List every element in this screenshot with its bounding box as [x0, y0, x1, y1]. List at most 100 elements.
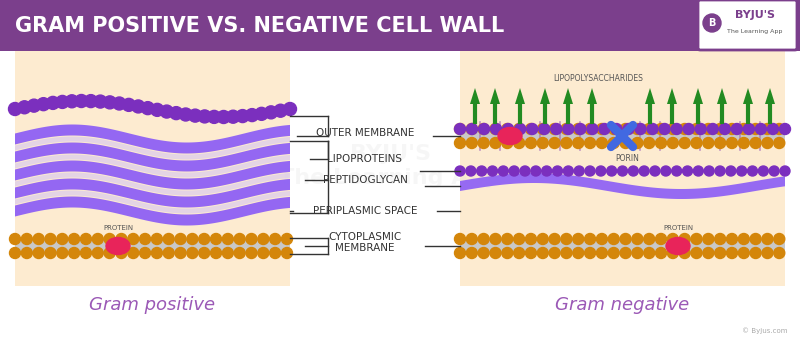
Text: LIPOPROTEINS: LIPOPROTEINS [327, 154, 402, 164]
Circle shape [454, 234, 466, 244]
Circle shape [694, 166, 703, 176]
Circle shape [608, 234, 619, 244]
Circle shape [644, 248, 654, 258]
Circle shape [187, 234, 198, 244]
Circle shape [667, 234, 678, 244]
Circle shape [682, 166, 693, 176]
Circle shape [608, 248, 619, 258]
Text: CYTOPLASMIC: CYTOPLASMIC [328, 232, 402, 242]
Circle shape [116, 234, 127, 244]
Circle shape [743, 123, 754, 134]
Circle shape [163, 248, 174, 258]
Circle shape [679, 137, 690, 148]
Circle shape [454, 137, 466, 148]
Circle shape [502, 123, 513, 134]
Circle shape [655, 248, 666, 258]
Circle shape [104, 248, 115, 258]
Circle shape [596, 248, 607, 258]
Circle shape [502, 234, 513, 244]
Circle shape [57, 234, 68, 244]
Bar [15, 239, 290, 253]
Circle shape [726, 137, 738, 148]
Circle shape [542, 166, 552, 176]
Circle shape [490, 248, 501, 258]
Circle shape [549, 248, 560, 258]
Circle shape [56, 95, 69, 108]
Text: BYJU'S: BYJU'S [735, 10, 775, 20]
Circle shape [737, 166, 746, 176]
Circle shape [33, 248, 44, 258]
Circle shape [128, 248, 138, 258]
Circle shape [478, 123, 489, 134]
Circle shape [151, 248, 162, 258]
Circle shape [683, 123, 694, 134]
Circle shape [163, 234, 174, 244]
Circle shape [632, 123, 643, 134]
Circle shape [774, 123, 785, 134]
Circle shape [726, 123, 738, 134]
Circle shape [747, 166, 758, 176]
Text: © Byjus.com: © Byjus.com [742, 328, 788, 334]
Circle shape [655, 123, 666, 134]
Circle shape [563, 123, 574, 134]
Circle shape [703, 123, 714, 134]
Circle shape [599, 123, 610, 134]
Circle shape [258, 234, 269, 244]
Circle shape [170, 107, 182, 120]
Circle shape [762, 234, 773, 244]
Polygon shape [587, 88, 597, 104]
Circle shape [10, 234, 21, 244]
Circle shape [92, 234, 103, 244]
Polygon shape [15, 196, 290, 225]
Circle shape [679, 248, 690, 258]
Circle shape [198, 234, 210, 244]
Text: PROTEIN: PROTEIN [663, 225, 693, 231]
Circle shape [520, 166, 530, 176]
Circle shape [478, 248, 489, 258]
Circle shape [661, 166, 671, 176]
Circle shape [104, 234, 115, 244]
Circle shape [671, 123, 682, 134]
Circle shape [647, 123, 658, 134]
Circle shape [490, 137, 501, 148]
Circle shape [575, 123, 586, 134]
Circle shape [531, 166, 541, 176]
Circle shape [714, 137, 726, 148]
Circle shape [466, 123, 478, 134]
Circle shape [466, 123, 478, 134]
Circle shape [454, 248, 466, 258]
Polygon shape [765, 88, 775, 104]
Circle shape [767, 123, 778, 134]
Circle shape [466, 248, 478, 258]
Circle shape [762, 123, 773, 134]
Circle shape [45, 248, 56, 258]
Circle shape [774, 248, 785, 258]
Circle shape [731, 123, 742, 134]
Circle shape [620, 234, 631, 244]
Circle shape [258, 248, 269, 258]
Circle shape [526, 137, 537, 148]
Circle shape [691, 137, 702, 148]
Circle shape [81, 234, 91, 244]
Circle shape [715, 166, 725, 176]
Circle shape [573, 248, 584, 258]
Circle shape [703, 137, 714, 148]
Text: PEPTIDOGLYCAN: PEPTIDOGLYCAN [322, 175, 407, 185]
Circle shape [750, 248, 761, 258]
Polygon shape [15, 191, 290, 213]
Circle shape [226, 110, 240, 123]
Circle shape [222, 234, 234, 244]
Circle shape [490, 234, 501, 244]
Circle shape [22, 248, 32, 258]
Circle shape [9, 103, 22, 116]
Circle shape [738, 234, 750, 244]
Circle shape [84, 94, 98, 108]
Circle shape [139, 234, 150, 244]
Circle shape [139, 248, 150, 258]
Polygon shape [515, 88, 525, 104]
Ellipse shape [498, 128, 522, 145]
Circle shape [92, 248, 103, 258]
Circle shape [246, 248, 257, 258]
Circle shape [142, 102, 154, 115]
Circle shape [116, 248, 127, 258]
